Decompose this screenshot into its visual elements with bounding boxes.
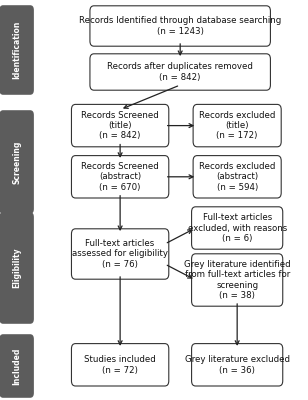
- FancyBboxPatch shape: [90, 54, 270, 90]
- FancyBboxPatch shape: [192, 254, 283, 306]
- FancyBboxPatch shape: [0, 334, 34, 398]
- FancyBboxPatch shape: [0, 110, 34, 214]
- Text: Grey literature identified
from full-text articles for
screening
(n = 38): Grey literature identified from full-tex…: [184, 260, 290, 300]
- Text: Records Screened
(title)
(n = 842): Records Screened (title) (n = 842): [81, 111, 159, 140]
- FancyBboxPatch shape: [0, 212, 34, 324]
- FancyBboxPatch shape: [192, 207, 283, 249]
- Text: Full-text articles
excluded, with reasons
(n = 6): Full-text articles excluded, with reason…: [188, 213, 287, 243]
- FancyBboxPatch shape: [71, 156, 169, 198]
- Text: Records after duplicates removed
(n = 842): Records after duplicates removed (n = 84…: [107, 62, 253, 82]
- Text: Identification: Identification: [12, 21, 21, 79]
- Text: Eligibility: Eligibility: [12, 248, 21, 288]
- FancyBboxPatch shape: [71, 229, 169, 279]
- FancyBboxPatch shape: [71, 104, 169, 147]
- FancyBboxPatch shape: [71, 344, 169, 386]
- Text: Records excluded
(title)
(n = 172): Records excluded (title) (n = 172): [199, 111, 275, 140]
- Text: Screening: Screening: [12, 140, 21, 184]
- FancyBboxPatch shape: [193, 104, 281, 147]
- Text: Full-text articles
assessed for eligibility
(n = 76): Full-text articles assessed for eligibil…: [72, 239, 168, 269]
- FancyBboxPatch shape: [192, 344, 283, 386]
- Text: Records Identified through database searching
(n = 1243): Records Identified through database sear…: [79, 16, 281, 36]
- FancyBboxPatch shape: [0, 5, 34, 95]
- Text: Records excluded
(abstract)
(n = 594): Records excluded (abstract) (n = 594): [199, 162, 275, 192]
- FancyBboxPatch shape: [90, 6, 270, 46]
- Text: Grey literature excluded
(n = 36): Grey literature excluded (n = 36): [185, 355, 290, 374]
- FancyBboxPatch shape: [193, 156, 281, 198]
- Text: Studies included
(n = 72): Studies included (n = 72): [84, 355, 156, 374]
- Text: Records Screened
(abstract)
(n = 670): Records Screened (abstract) (n = 670): [81, 162, 159, 192]
- Text: Included: Included: [12, 347, 21, 385]
